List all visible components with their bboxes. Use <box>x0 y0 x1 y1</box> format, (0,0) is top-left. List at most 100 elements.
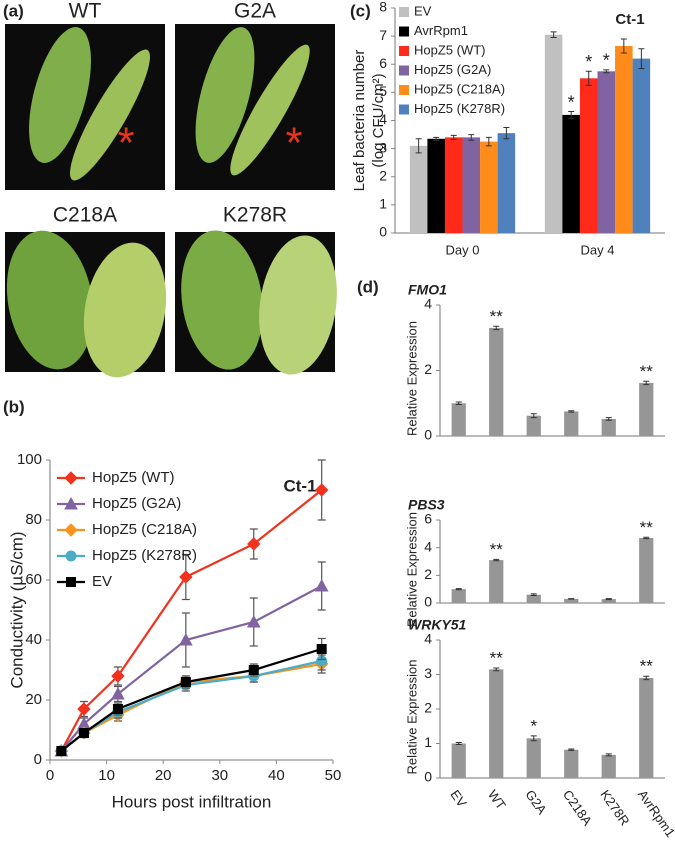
bar <box>615 45 633 233</box>
error-bar <box>568 410 575 413</box>
bar <box>451 403 466 436</box>
photo-mark: * <box>285 119 302 168</box>
x-tick-label: Day 0 <box>446 242 480 257</box>
bar <box>632 58 651 233</box>
x-tick-label: 50 <box>325 767 342 784</box>
error-bar <box>450 134 457 140</box>
bar <box>579 78 598 233</box>
error-bar <box>605 417 612 421</box>
legend-label: EV <box>92 573 112 590</box>
significance-mark: * <box>603 51 610 71</box>
legend-swatch <box>399 7 409 17</box>
y-tick-label: 2 <box>424 361 432 377</box>
bar <box>562 114 580 233</box>
y-tick-label: 7 <box>379 27 387 43</box>
legend-marker <box>64 471 78 485</box>
y-axis-label: Relative Expression <box>404 321 419 436</box>
y-axis-label: Leaf bacteria number <box>351 50 368 192</box>
leaf <box>70 49 150 181</box>
error-bar <box>503 127 510 140</box>
photo-mark: * <box>117 119 134 168</box>
series-line <box>60 647 323 752</box>
error-bar <box>468 134 475 141</box>
y-tick-label: 0 <box>424 769 432 785</box>
panel-label: (d) <box>357 277 379 296</box>
y-tick-label: 3 <box>424 665 432 681</box>
error-bar <box>643 380 650 386</box>
leaf <box>6 230 94 370</box>
bar <box>639 537 654 603</box>
y-tick-label: 1 <box>424 734 432 750</box>
error-bar <box>433 136 440 141</box>
error-bar <box>530 413 537 419</box>
error-bar <box>550 31 557 39</box>
error-bar <box>603 69 610 74</box>
significance-mark: ** <box>640 518 654 537</box>
significance-mark: * <box>568 92 575 112</box>
bar <box>639 382 654 436</box>
error-bar <box>605 598 612 601</box>
legend-swatch <box>399 46 409 56</box>
legend-swatch <box>399 85 409 95</box>
error-bar <box>493 667 500 672</box>
x-tick-label: K278R <box>597 787 632 828</box>
y-tick-label: 2 <box>379 167 387 183</box>
error-bar <box>455 588 462 591</box>
bar <box>409 145 428 233</box>
legend-swatch <box>399 26 409 37</box>
y-tick-label: 8 <box>379 0 387 15</box>
bar <box>444 137 463 233</box>
y-tick-label: 40 <box>25 631 42 648</box>
series-line <box>60 662 322 752</box>
legend-label: HopZ5 (K278R) <box>414 101 505 116</box>
legend-label: EV <box>414 3 432 18</box>
legend-label: HopZ5 (WT) <box>92 469 175 486</box>
significance-mark: ** <box>490 648 504 667</box>
y-tick-label: 1 <box>379 196 387 212</box>
annotation: Ct-1 <box>283 476 316 495</box>
bar <box>564 411 579 436</box>
bar <box>526 415 541 436</box>
bar <box>544 34 563 233</box>
error-bar <box>415 138 422 154</box>
y-tick-label: 60 <box>25 571 42 588</box>
y-tick-label: 2 <box>424 566 432 582</box>
panel-label: (c) <box>350 1 371 20</box>
legend-label: HopZ5 (C218A) <box>92 521 197 538</box>
marker <box>112 704 123 714</box>
leaf <box>181 230 263 370</box>
marker <box>246 614 261 628</box>
leaf <box>230 44 310 176</box>
marker <box>78 728 89 738</box>
bar <box>497 133 516 233</box>
bar <box>480 141 498 233</box>
x-tick-label: EV <box>447 787 469 810</box>
bar <box>451 743 466 778</box>
bar <box>601 599 616 603</box>
y-tick-label: 6 <box>379 55 387 71</box>
error-bar <box>585 70 592 86</box>
y-tick-label: 4 <box>424 631 432 647</box>
error-bar <box>620 38 627 54</box>
significance-mark: ** <box>640 657 654 676</box>
y-tick-label: 4 <box>424 296 432 312</box>
panel-title: PBS3 <box>408 497 445 513</box>
significance-mark: ** <box>490 540 504 559</box>
photos: WT G2A C218A K278R * * <box>5 0 337 378</box>
bar <box>489 560 504 603</box>
bar <box>489 669 504 778</box>
marker <box>77 702 91 716</box>
x-axis-label: Hours post infiltration <box>112 792 272 811</box>
x-tick-label: 0 <box>46 767 54 784</box>
x-tick-label: 40 <box>268 767 285 784</box>
marker <box>111 686 125 700</box>
marker <box>247 537 261 551</box>
marker <box>248 665 259 675</box>
error-bar <box>605 753 612 757</box>
x-tick-label: 30 <box>211 767 228 784</box>
legend-label: HopZ5 (C218A) <box>414 81 505 96</box>
photo-label: G2A <box>234 0 276 23</box>
x-tick-label: 10 <box>98 767 115 784</box>
error-bar <box>530 735 537 742</box>
